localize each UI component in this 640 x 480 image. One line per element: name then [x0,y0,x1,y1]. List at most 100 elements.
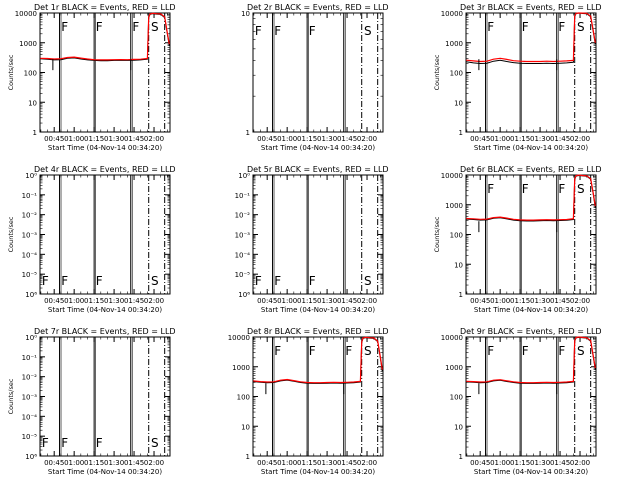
x-tick-label: 01:45 [337,459,357,467]
x-tick-label: 01:45 [550,459,570,467]
x-tick-label: 01:30 [317,135,337,143]
x-tick-label: 01:30 [104,459,124,467]
y-tick-label: 10⁻² [235,212,251,220]
x-tick-label: 01:15 [510,297,530,305]
y-axis-label: Counts/sec [7,54,15,90]
flag-label: F [487,20,494,34]
x-tick-label: 00:45 [470,459,490,467]
flag-label: F [255,24,262,38]
y-tick-label: 10⁻³ [22,232,38,240]
y-tick-label: 10000 [441,10,463,18]
y-tick-label: 1 [246,129,250,137]
y-tick-label: 10 [28,99,37,107]
y-tick-label: 10⁻⁵ [22,271,38,279]
flag-label: F [522,344,529,358]
x-tick-label: 01:30 [104,297,124,305]
lld-series-line [466,174,596,221]
flag-label: F [522,182,529,196]
x-tick-label: 00:45 [470,297,490,305]
chart-panel-1: Det 1r BLACK = Events, RED = LLD 1 10 100 10… [7,3,176,152]
chart-title: Det 8r BLACK = Events, RED = LLD [247,327,389,336]
chart-title: Det 5r BLACK = Events, RED = LLD [247,165,389,174]
flag-label: F [309,274,316,288]
x-tick-label: 01:00 [490,459,510,467]
x-tick-label: 01:00 [64,135,84,143]
x-axis-label: Start Time (04-Nov-14 00:34:20) [261,144,375,152]
y-tick-label: 1000 [19,40,37,48]
flag-label: F [487,182,494,196]
y-tick-label: 100 [450,232,463,240]
y-tick-label: 10⁻¹ [22,354,38,362]
flag-label: F [255,274,262,288]
y-tick-label: 10 [454,261,463,269]
flag-label: S [151,436,159,450]
x-axis-label: Start Time (04-Nov-14 00:34:20) [48,306,162,314]
x-tick-label: 01:00 [64,297,84,305]
y-tick-label: 1000 [445,202,463,210]
flag-label: F [558,20,565,34]
x-axis-label: Start Time (04-Nov-14 00:34:20) [48,468,162,476]
y-tick-label: 10000 [441,334,463,342]
x-tick-label: 01:15 [297,297,317,305]
x-tick-label: 02:00 [144,135,164,143]
y-tick-label: 10⁻⁵ [22,433,38,441]
flag-label: F [558,344,565,358]
flag-label: F [309,344,316,358]
flag-label: F [274,24,281,38]
flag-label: S [577,20,585,34]
y-tick-label: 1 [459,291,463,299]
y-tick-label: 1 [459,129,463,137]
chart-panel-4: Det 4r BLACK = Events, RED = LLD 10⁶ 10⁻⁵ 1… [7,165,176,314]
x-tick-label: 02:00 [357,297,377,305]
flag-label: S [364,24,372,38]
y-tick-label: 100 [237,394,250,402]
y-tick-label: 10⁻³ [22,394,38,402]
x-tick-label: 01:30 [317,459,337,467]
y-axis-label: Counts/sec [7,378,15,414]
x-tick-label: 02:00 [570,135,590,143]
y-axis-label: Counts/sec [433,54,441,90]
y-tick-label: 10 [454,423,463,431]
y-tick-label: 10⁻¹ [235,192,251,200]
chart-panel-7: Det 7r BLACK = Events, RED = LLD 10⁶ 10⁻⁵ 1… [7,327,176,476]
lld-series-line [40,12,170,61]
y-tick-label: 100 [450,394,463,402]
flag-label: F [96,436,103,450]
flag-label: F [345,344,352,358]
chart-title: Det 3r BLACK = Events, RED = LLD [460,3,602,12]
y-tick-label: 1 [33,129,37,137]
x-axis-label: Start Time (04-Nov-14 00:34:20) [261,306,375,314]
flag-label: F [96,274,103,288]
flag-label: S [151,274,159,288]
flag-label: F [487,344,494,358]
flag-label: F [132,20,139,34]
chart-panel-9: Det 9r BLACK = Events, RED = LLD 1 10 100 10… [441,327,602,476]
plot-frame [252,12,384,133]
x-axis-label: Start Time (04-Nov-14 00:34:20) [474,306,588,314]
flag-label: F [61,274,68,288]
chart-title: Det 9r BLACK = Events, RED = LLD [460,327,602,336]
y-tick-label: 10 [241,423,250,431]
x-tick-label: 01:30 [317,297,337,305]
x-tick-label: 01:15 [297,135,317,143]
x-tick-label: 01:15 [510,135,530,143]
x-tick-label: 00:45 [257,459,277,467]
x-axis-label: Start Time (04-Nov-14 00:34:20) [48,144,162,152]
x-tick-label: 01:45 [550,297,570,305]
chart-panel-5: Det 5r BLACK = Events, RED = LLD 10⁶ 10⁻⁵ 1… [235,165,389,314]
x-axis-label: Start Time (04-Nov-14 00:34:20) [474,144,588,152]
flag-label: F [522,20,529,34]
x-tick-label: 01:45 [337,297,357,305]
y-tick-label: 10⁻⁴ [22,251,38,259]
chart-panel-2: Det 2r BLACK = Events, RED = LLD 1 10 00:45… [241,3,389,152]
x-tick-label: 02:00 [357,135,377,143]
x-tick-label: 00:45 [44,459,64,467]
flag-label: S [577,344,585,358]
x-tick-label: 01:00 [490,297,510,305]
y-axis-label: Counts/sec [433,216,441,252]
x-tick-label: 01:45 [124,459,144,467]
x-tick-label: 01:45 [124,297,144,305]
x-tick-label: 01:30 [530,135,550,143]
x-tick-label: 01:15 [84,459,104,467]
x-tick-label: 00:45 [44,135,64,143]
